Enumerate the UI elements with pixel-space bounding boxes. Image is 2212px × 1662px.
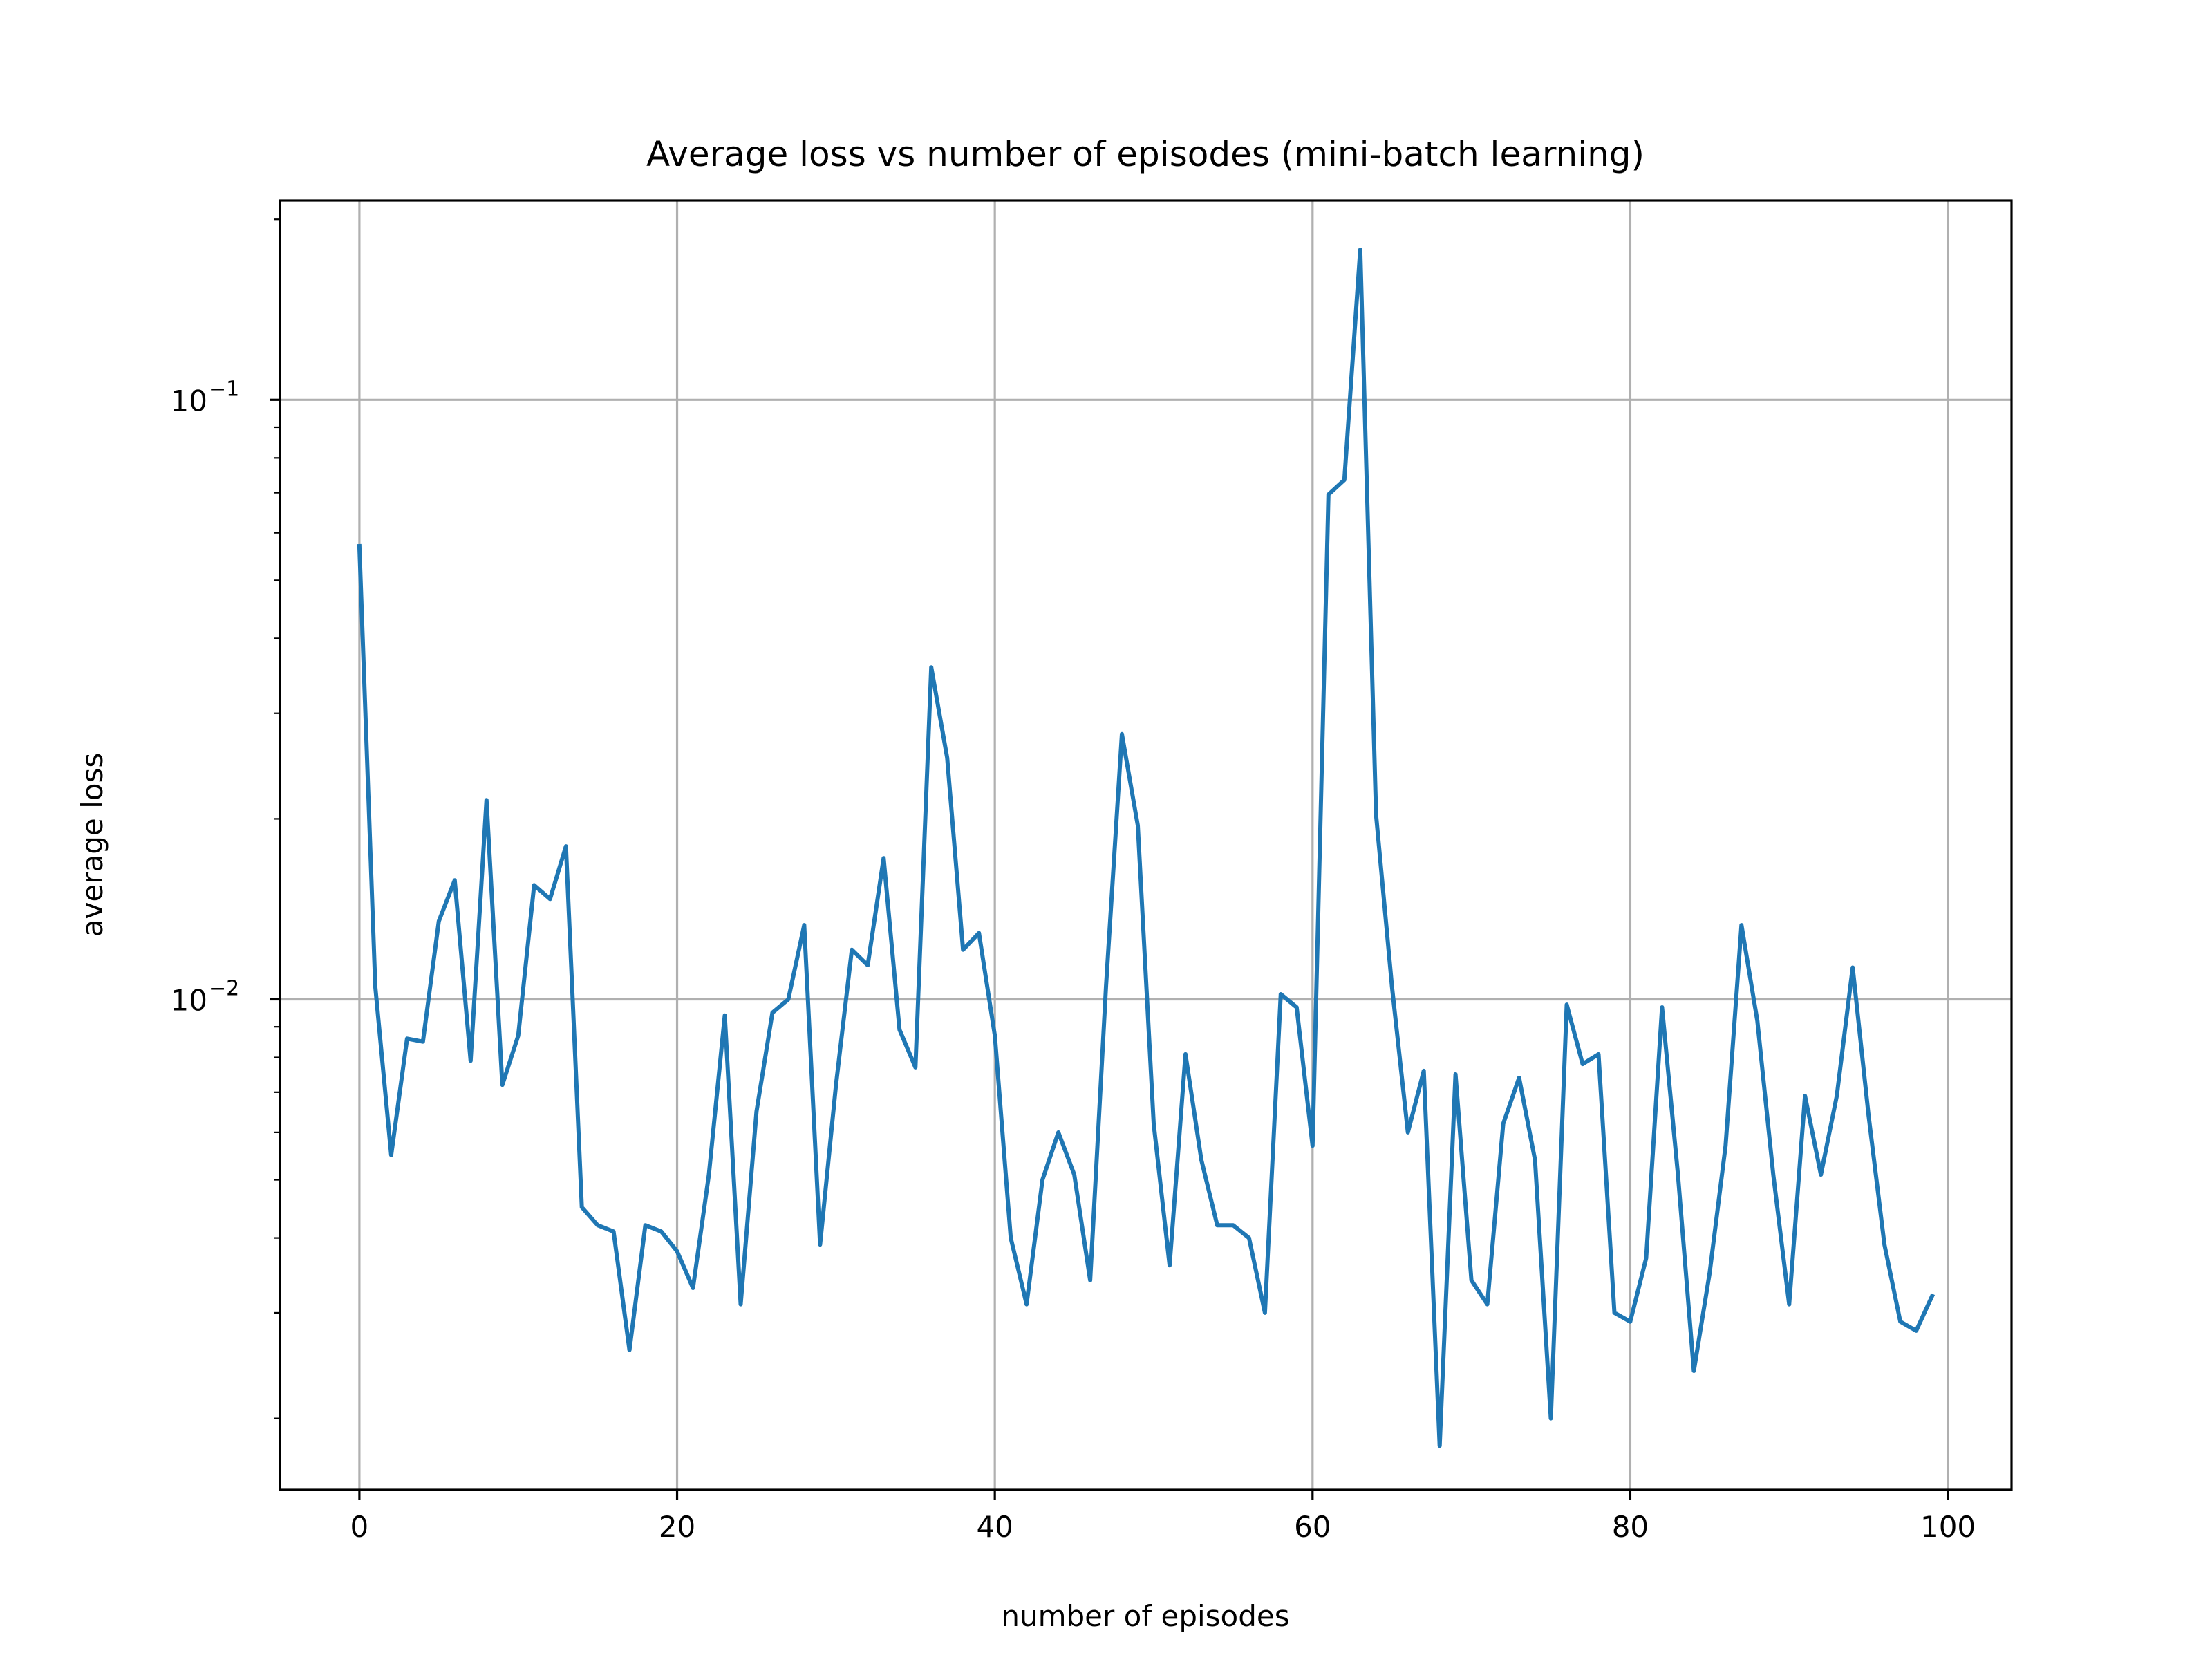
series-line <box>357 248 1936 1448</box>
y-tick-label-base: 10 <box>171 384 207 418</box>
y-tick-label-exponent: −2 <box>209 976 239 1000</box>
x-tick-label: 80 <box>1612 1510 1649 1544</box>
x-axis-label: number of episodes <box>1001 1599 1289 1633</box>
x-tick-label: 60 <box>1294 1510 1331 1544</box>
x-tick-label: 20 <box>659 1510 695 1544</box>
chart-title: Average loss vs number of episodes (mini… <box>646 134 1644 174</box>
series-layer <box>357 248 1936 1448</box>
x-tick-label: 0 <box>350 1510 369 1544</box>
y-axis-label: average loss <box>75 753 109 937</box>
x-tick-label: 40 <box>976 1510 1013 1544</box>
y-tick-label-base: 10 <box>171 983 207 1017</box>
y-tick-label-exponent: −1 <box>209 377 239 401</box>
axes-frame <box>279 199 2013 1491</box>
x-tick-label: 100 <box>1920 1510 1976 1544</box>
